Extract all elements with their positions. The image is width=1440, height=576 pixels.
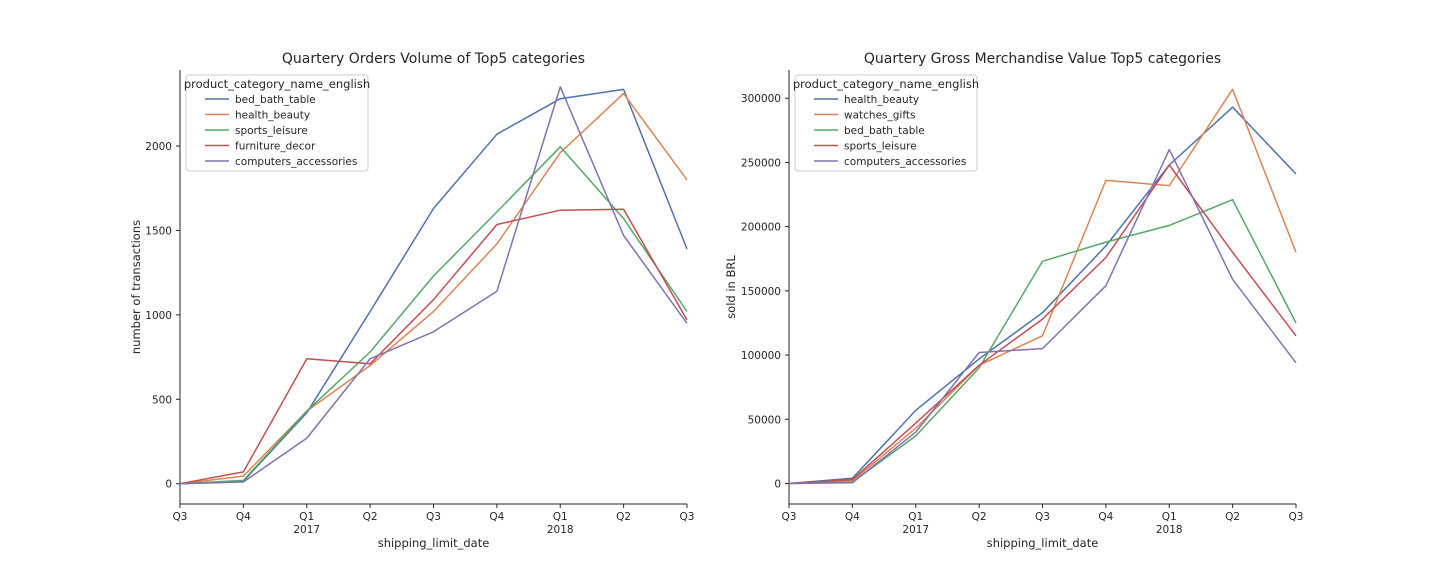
y-tick-label: 150000 xyxy=(741,286,781,298)
legend-box xyxy=(794,74,978,172)
x-tick-label: Q3 xyxy=(1289,511,1304,523)
x-axis-label: shipping_limit_date xyxy=(378,536,490,550)
y-tick-label: 250000 xyxy=(741,157,781,169)
y-tick-label: 200000 xyxy=(741,222,781,234)
x-tick-year-label: 2018 xyxy=(1156,524,1183,536)
chart-title: Quartery Orders Volume of Top5 categorie… xyxy=(282,51,585,67)
series-line-health-beauty xyxy=(179,92,688,485)
x-tick-label: Q2 xyxy=(972,511,987,523)
y-axis-label: number of transactions xyxy=(129,220,143,354)
legend-title: product_category_name_english xyxy=(184,77,370,91)
legend: product_category_name_english health_beau… xyxy=(793,74,979,172)
legend-entry: watches_gifts xyxy=(844,110,915,122)
y-tick-label: 1000 xyxy=(145,310,172,322)
series-line-watches-gifts xyxy=(788,88,1297,485)
legend-entry: computers_accessories xyxy=(844,156,966,168)
series-line-computers-accessories xyxy=(788,148,1297,485)
legend-entry: sports_leisure xyxy=(844,141,917,153)
legend-entry: computers_accessories xyxy=(235,156,357,168)
series-line-sports-leisure xyxy=(788,164,1297,485)
x-tick-year-label: 2017 xyxy=(293,524,320,536)
legend-entry: bed_bath_table xyxy=(844,125,925,137)
x-tick-label: Q1 xyxy=(299,511,314,523)
series-line-bed-bath-table xyxy=(788,198,1297,485)
chart-panel-2: Quartery Gross Merchandise Value Top5 ca… xyxy=(724,51,1303,550)
x-tick-label: Q2 xyxy=(363,511,378,523)
series-line-furniture-decor xyxy=(179,208,688,485)
y-tick-label: 0 xyxy=(774,478,781,490)
y-tick-label: 500 xyxy=(152,394,172,406)
x-tick-label: Q1 xyxy=(553,511,568,523)
x-tick-label: Q1 xyxy=(908,511,923,523)
x-tick-label: Q2 xyxy=(1225,511,1240,523)
x-tick-label: Q3 xyxy=(782,511,797,523)
x-tick-label: Q3 xyxy=(173,511,188,523)
legend-box xyxy=(185,74,369,172)
y-tick-label: 2000 xyxy=(145,141,172,153)
x-tick-label: Q3 xyxy=(426,511,441,523)
legend-entry: sports_leisure xyxy=(235,125,308,137)
x-tick-label: Q4 xyxy=(489,511,504,523)
y-tick-label: 50000 xyxy=(748,414,781,426)
series-line-health-beauty xyxy=(788,106,1297,485)
series-line-sports-leisure xyxy=(179,146,688,485)
chart-title: Quartery Gross Merchandise Value Top5 ca… xyxy=(864,51,1221,67)
chart-panel-1: Quartery Orders Volume of Top5 categorie… xyxy=(129,51,694,550)
x-tick-year-label: 2017 xyxy=(902,524,929,536)
y-tick-label: 0 xyxy=(165,479,172,491)
x-tick-label: Q2 xyxy=(616,511,631,523)
x-tick-label: Q3 xyxy=(680,511,695,523)
legend-entry: health_beauty xyxy=(844,94,919,106)
legend-entry: bed_bath_table xyxy=(235,94,316,106)
x-tick-label: Q4 xyxy=(845,511,860,523)
y-tick-label: 1500 xyxy=(145,225,172,237)
series-line-computers-accessories xyxy=(179,86,688,485)
x-tick-label: Q4 xyxy=(1098,511,1113,523)
y-tick-label: 300000 xyxy=(741,93,781,105)
legend: product_category_name_english bed_bath_ta… xyxy=(184,74,370,172)
x-tick-label: Q3 xyxy=(1035,511,1050,523)
legend-entry: health_beauty xyxy=(235,110,310,122)
x-axis-label: shipping_limit_date xyxy=(987,536,1099,550)
legend-entry: furniture_decor xyxy=(235,141,316,153)
y-tick-label: 100000 xyxy=(741,350,781,362)
legend-title: product_category_name_english xyxy=(793,77,979,91)
x-tick-year-label: 2018 xyxy=(547,524,574,536)
y-axis-label: sold in BRL xyxy=(724,255,738,319)
x-tick-label: Q4 xyxy=(236,511,251,523)
x-tick-label: Q1 xyxy=(1162,511,1177,523)
